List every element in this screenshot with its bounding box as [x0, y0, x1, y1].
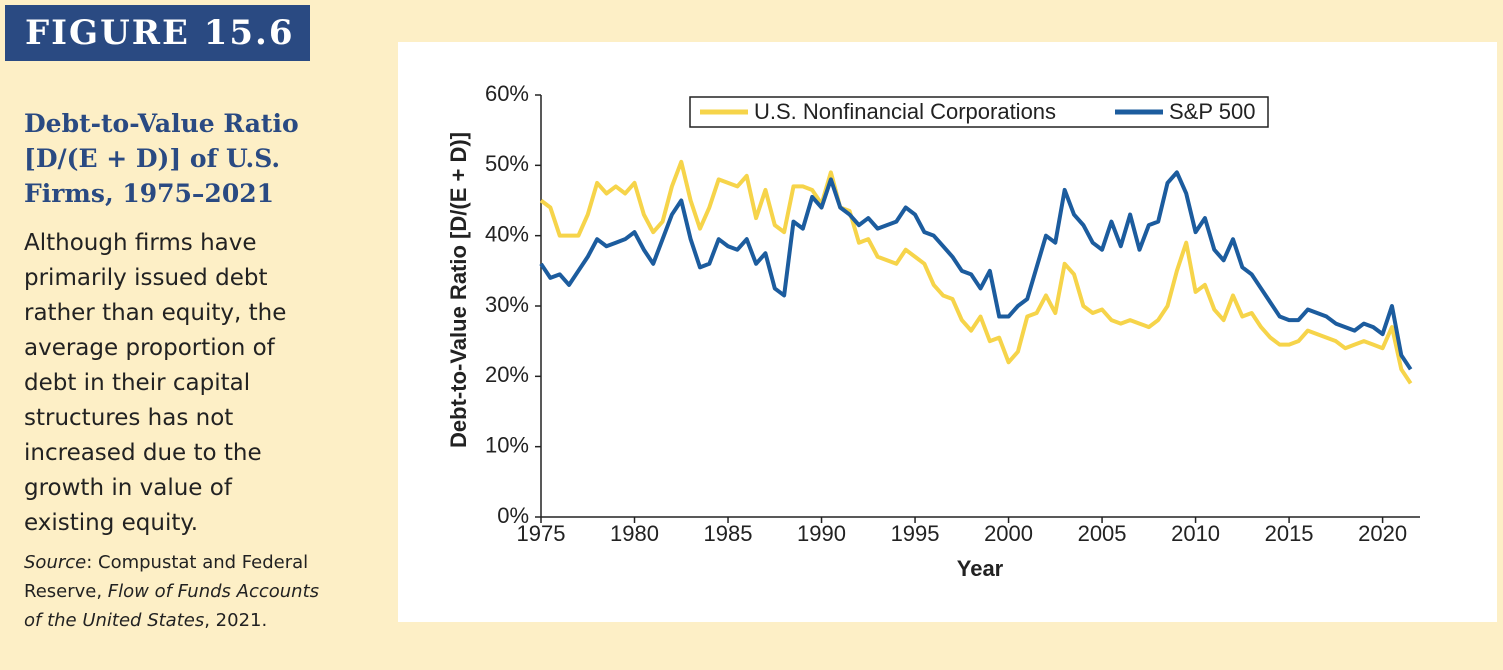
y-tick-label: 30%: [485, 292, 529, 317]
y-tick-label: 60%: [485, 81, 529, 106]
x-tick-label: 2015: [1265, 521, 1314, 546]
figure-source: Source: Compustat and Federal Reserve, F…: [24, 548, 324, 635]
x-tick-label: 1995: [891, 521, 940, 546]
x-tick-label: 1980: [610, 521, 659, 546]
source-label: Source: [24, 552, 87, 573]
x-tick-label: 1990: [797, 521, 846, 546]
source-publication: Flow of Funds Accounts of the United Sta…: [24, 581, 320, 631]
source-text: : Compustat and Federal Reserve,: [24, 552, 309, 602]
series-line: [539, 170, 1413, 371]
source-year: , 2021.: [204, 610, 268, 631]
legend-box: [689, 96, 1269, 128]
figure-description: Although firms have primarily issued deb…: [24, 230, 287, 536]
x-tick-label: 2000: [984, 521, 1033, 546]
figure-title: Debt-to-Value Ratio [D/(E + D)] of U.S. …: [24, 109, 299, 208]
x-tick-label: 1985: [704, 521, 753, 546]
x-tick-label: 1975: [517, 521, 566, 546]
chart: Year Debt-to-Value Ratio [D/(E + D)] 0%1…: [446, 81, 1420, 581]
y-tick-label: 10%: [485, 432, 529, 457]
legend-label: U.S. Nonfinancial Corporations: [754, 99, 1056, 124]
x-tick-label: 2005: [1078, 521, 1127, 546]
y-axis-label: Debt-to-Value Ratio [D/(E + D)]: [446, 132, 471, 448]
y-tick-label: 40%: [485, 221, 529, 246]
x-tick-label: 2010: [1171, 521, 1220, 546]
figure-label: FIGURE 15.6: [5, 5, 310, 61]
x-axis-label: Year: [957, 556, 1004, 581]
x-tick-label: 2020: [1358, 521, 1407, 546]
y-tick-label: 20%: [485, 362, 529, 387]
y-tick-label: 0%: [497, 503, 529, 528]
series-line: [539, 159, 1413, 385]
legend-label: S&P 500: [1169, 99, 1255, 124]
y-tick-label: 50%: [485, 151, 529, 176]
chart-panel: Year Debt-to-Value Ratio [D/(E + D)] 0% 1…: [398, 42, 1497, 622]
